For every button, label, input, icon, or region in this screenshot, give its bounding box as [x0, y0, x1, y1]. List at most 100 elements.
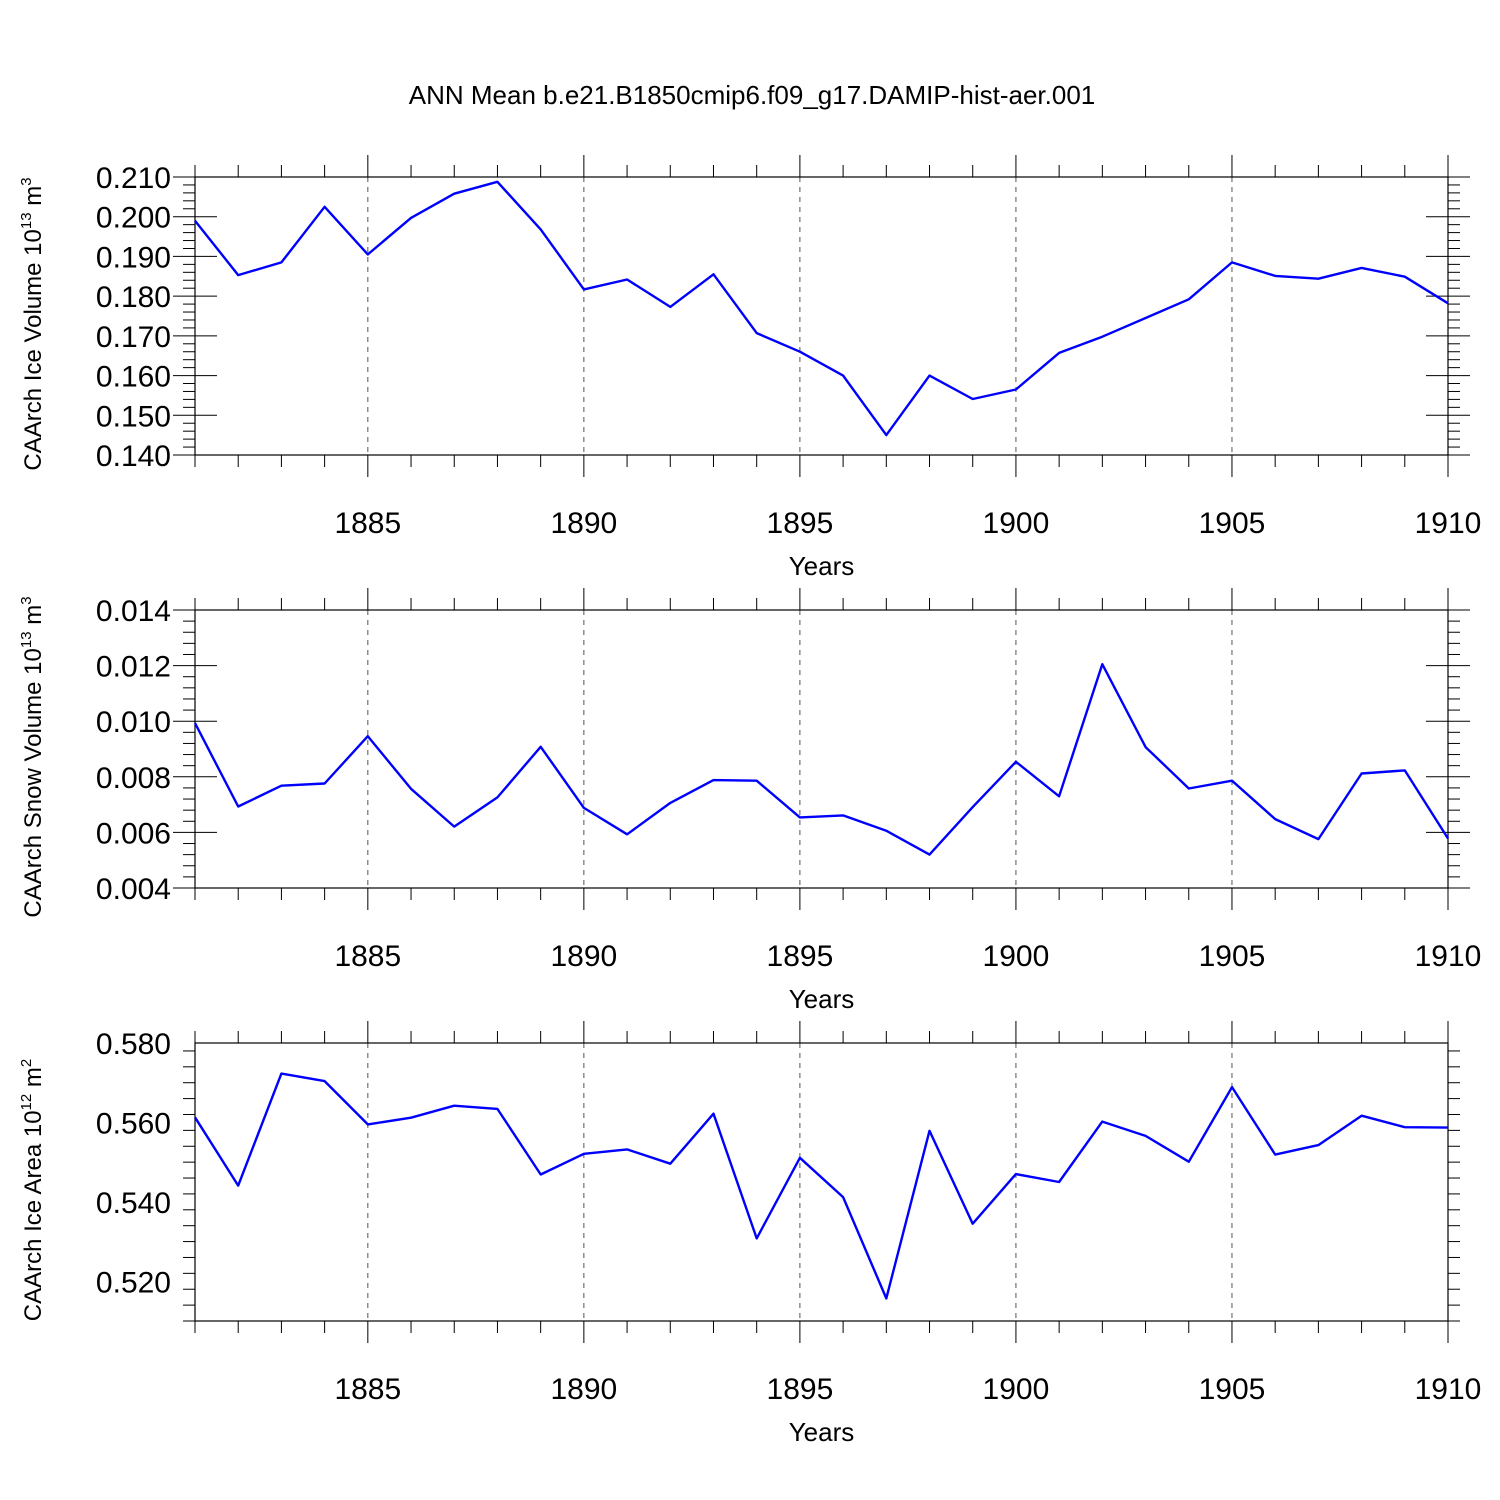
x-axis-label: Years — [789, 984, 855, 1014]
data-point — [582, 806, 586, 810]
data-point — [279, 784, 283, 788]
data-point — [1360, 266, 1364, 270]
chart-title: ANN Mean b.e21.B1850cmip6.f09_g17.DAMIP-… — [409, 80, 1096, 110]
y-tick-label: 0.008 — [96, 762, 171, 795]
series-line — [194, 180, 1449, 437]
data-point — [755, 779, 759, 783]
x-tick-label: 1890 — [550, 1373, 617, 1406]
data-point — [1403, 1125, 1407, 1129]
data-point — [366, 1122, 370, 1126]
data-point — [884, 829, 888, 833]
data-point — [884, 1296, 888, 1300]
chart-panel-2: 1885 1890 1895 1900 1905 1910 0.004 0.006 0.008 0… — [18, 588, 1481, 1014]
data-point — [409, 787, 413, 791]
data-point — [495, 795, 499, 799]
data-point — [495, 180, 499, 184]
data-point — [1144, 1134, 1148, 1138]
data-point — [1057, 794, 1061, 798]
x-tick-label: 1905 — [1199, 940, 1266, 973]
y-axis-label: CAArch Snow Volume 1013 m3 — [18, 596, 47, 917]
data-point — [539, 1172, 543, 1176]
data-point — [711, 1112, 715, 1116]
y-tick-label: 0.010 — [96, 706, 171, 739]
data-point — [1100, 1120, 1104, 1124]
series-line — [193, 663, 1450, 856]
data-point — [1057, 351, 1061, 355]
x-tick-label: 1905 — [1199, 507, 1266, 540]
data-point — [668, 305, 672, 309]
x-tick-label: 1900 — [983, 507, 1050, 540]
x-tick-label: 1890 — [550, 940, 617, 973]
x-tick-label: 1910 — [1415, 940, 1482, 973]
y-tick-label: 0.004 — [96, 873, 171, 906]
data-point — [1014, 1172, 1018, 1176]
data-point — [539, 227, 543, 231]
data-point — [1230, 1085, 1234, 1089]
x-tick-label: 1885 — [334, 940, 401, 973]
data-point — [1014, 387, 1018, 391]
data-point — [798, 1156, 802, 1160]
y-tick-label: 0.520 — [96, 1266, 171, 1299]
data-point — [1360, 1114, 1364, 1118]
data-point — [1144, 745, 1148, 749]
data-point — [1144, 316, 1148, 320]
data-point — [323, 1079, 327, 1083]
data-point — [625, 1147, 629, 1151]
y-tick-label: 0.006 — [96, 817, 171, 850]
y-tick-label: 0.170 — [96, 321, 171, 354]
data-point — [366, 252, 370, 256]
data-point — [668, 1162, 672, 1166]
y-tick-label: 0.160 — [96, 361, 171, 394]
data-point — [323, 781, 327, 785]
data-point — [755, 331, 759, 335]
data-point — [323, 205, 327, 209]
y-tick-label: 0.540 — [96, 1187, 171, 1220]
data-point — [409, 1116, 413, 1120]
plot-frame — [194, 1042, 1449, 1322]
x-tick-label: 1900 — [983, 940, 1050, 973]
data-point — [279, 1072, 283, 1076]
data-point — [884, 433, 888, 437]
data-point — [409, 216, 413, 220]
x-tick-label: 1890 — [550, 507, 617, 540]
data-point — [1057, 1180, 1061, 1184]
data-point — [1360, 771, 1364, 775]
plot-frame — [194, 609, 1449, 889]
data-point — [452, 1104, 456, 1108]
data-point — [1273, 1153, 1277, 1157]
data-point — [798, 350, 802, 354]
data-point — [1187, 1160, 1191, 1164]
data-point — [798, 815, 802, 819]
data-point — [193, 721, 197, 725]
data-point — [366, 734, 370, 738]
data-point — [1187, 297, 1191, 301]
data-point — [625, 832, 629, 836]
y-tick-label: 0.140 — [96, 440, 171, 473]
data-point — [1446, 301, 1450, 305]
data-point — [495, 1107, 499, 1111]
x-tick-label: 1895 — [767, 1373, 834, 1406]
data-point — [1403, 275, 1407, 279]
data-point — [539, 745, 543, 749]
data-point — [1403, 768, 1407, 772]
data-point — [711, 272, 715, 276]
data-point — [193, 1115, 197, 1119]
series-line — [193, 1072, 1449, 1300]
chart-panel-3: 1885 1890 1895 1900 1905 1910 0.520 0.540 0.560 0… — [18, 1021, 1481, 1447]
y-tick-label: 0.012 — [96, 651, 171, 684]
data-point — [625, 277, 629, 281]
plot-frame — [194, 176, 1449, 456]
data-point — [1230, 779, 1234, 783]
y-axis-label: CAArch Ice Volume 1013 m3 — [18, 177, 47, 470]
data-point — [928, 853, 932, 857]
y-tick-label: 0.200 — [96, 202, 171, 235]
data-point — [452, 825, 456, 829]
y-axis-label: CAArch Ice Area 1012 m2 — [18, 1059, 47, 1321]
data-point — [236, 273, 240, 277]
data-point — [928, 374, 932, 378]
data-point — [841, 813, 845, 817]
data-point — [841, 1195, 845, 1199]
data-point — [1100, 662, 1104, 666]
data-point — [928, 1129, 932, 1133]
